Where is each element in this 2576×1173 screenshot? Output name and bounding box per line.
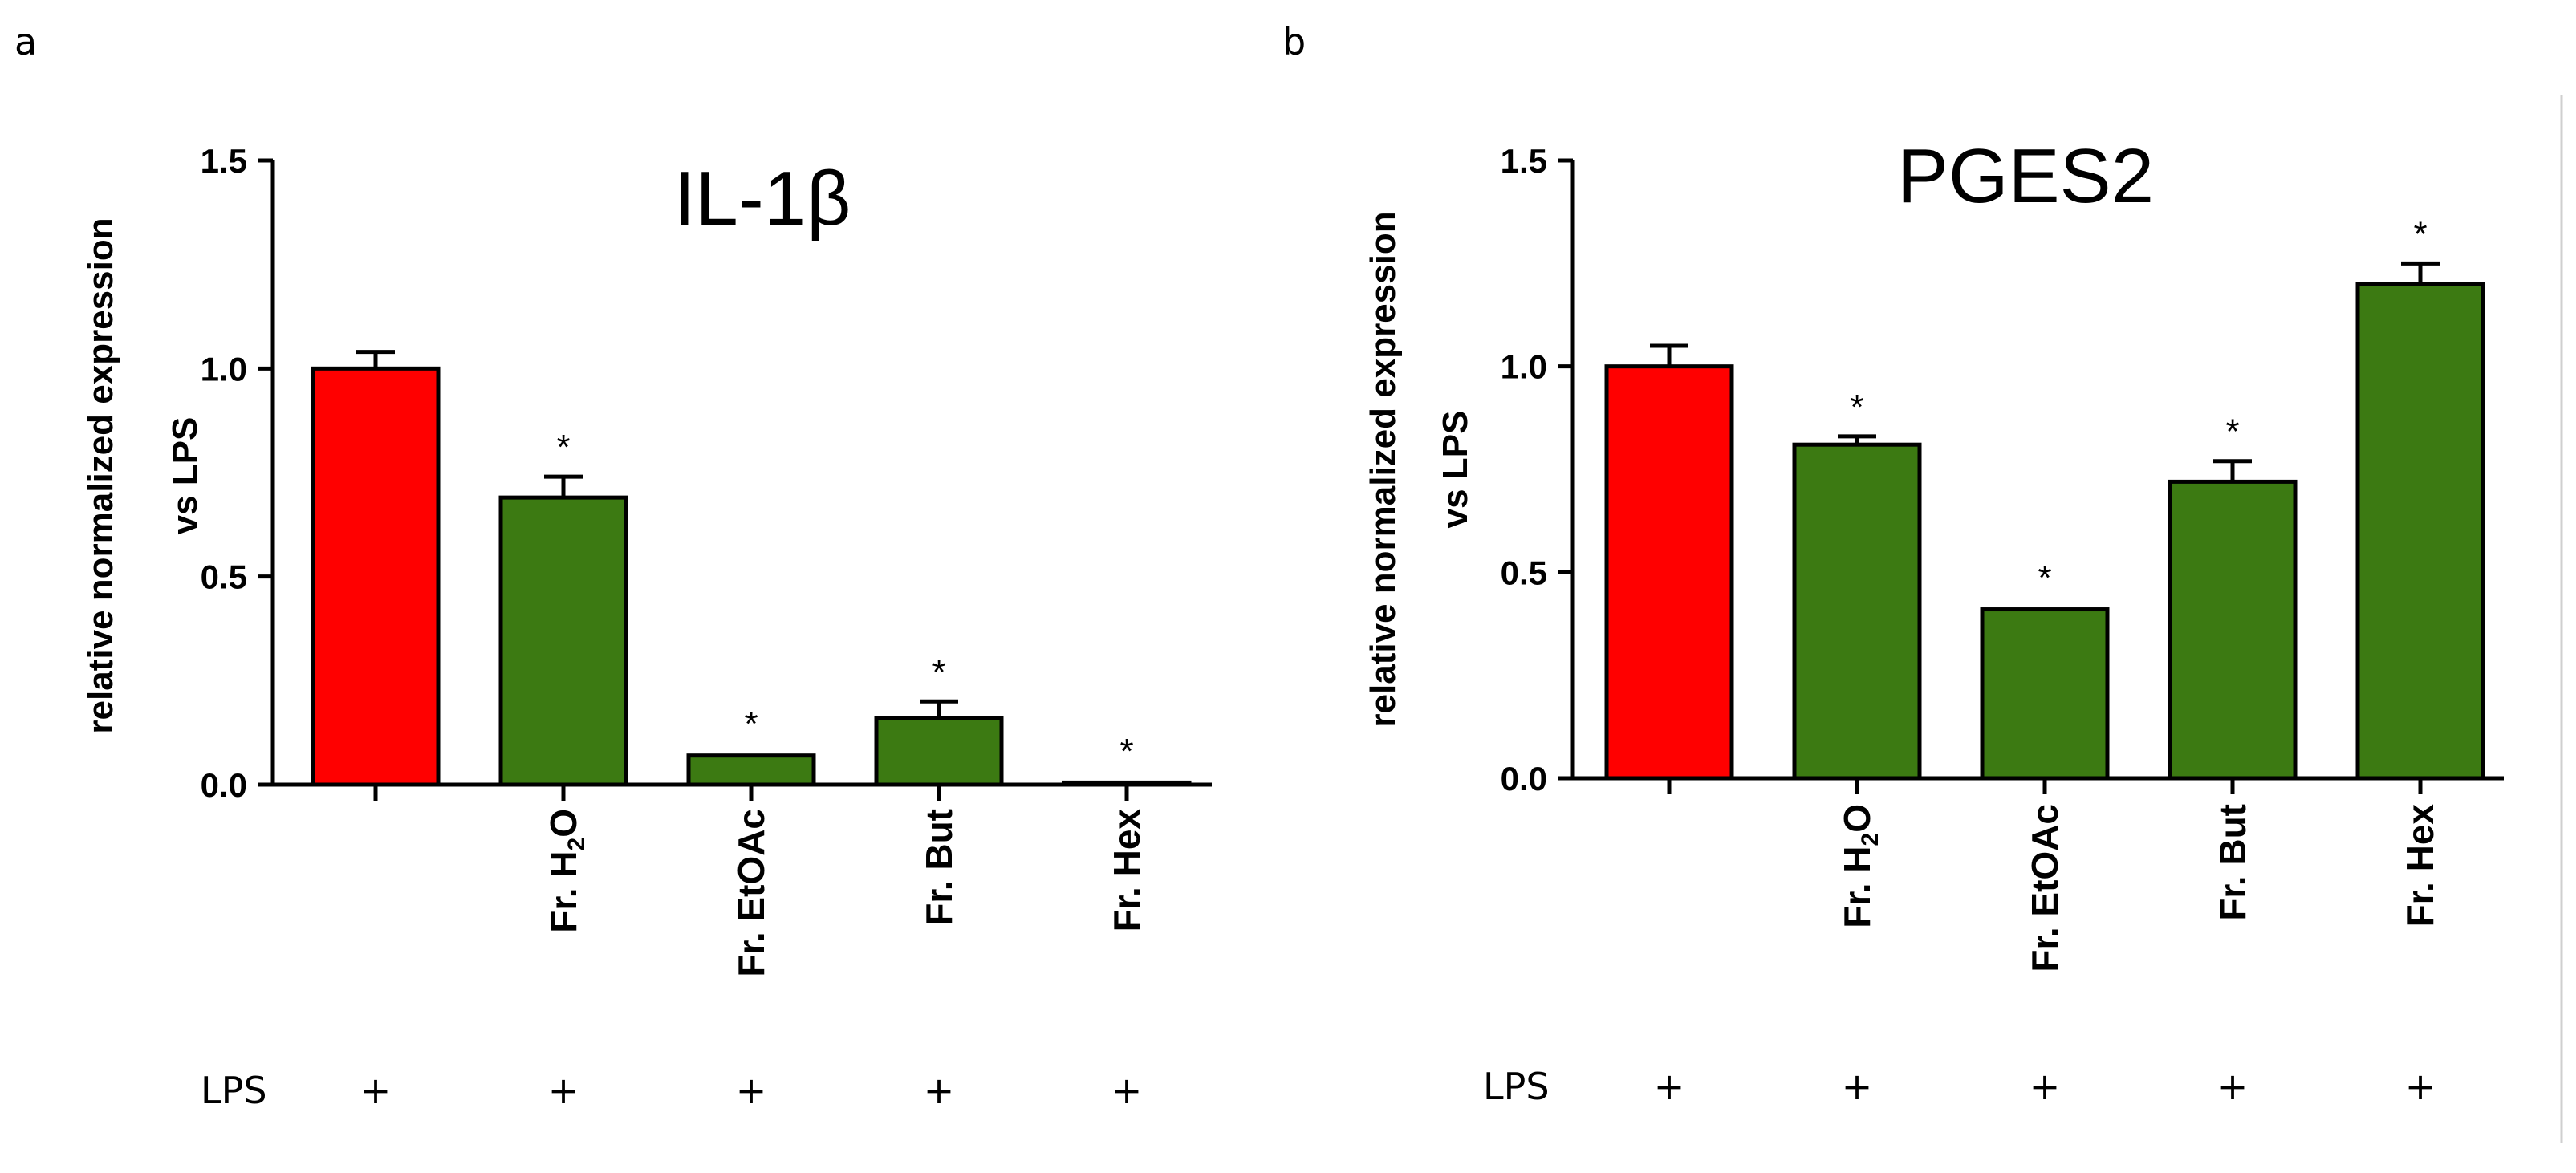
x-category-label: Fr. H2O [1836, 804, 1883, 928]
significance-marker: * [1850, 388, 1863, 427]
lps-plus-sign: + [1842, 1065, 1873, 1108]
bar-il1b-0 [311, 366, 441, 787]
x-category-label: Fr. EtOAc [2024, 804, 2066, 972]
y-axis-label: relative normalized expression [1363, 211, 1403, 727]
chart-title: PGES2 [1897, 133, 2154, 219]
lps-plus-sign: + [924, 1069, 955, 1112]
bar-pges2-0 [1604, 364, 1734, 781]
x-category-label: Fr. But [2212, 804, 2253, 921]
lps-plus-sign: + [1654, 1065, 1685, 1108]
lps-plus-sign: + [2217, 1065, 2249, 1108]
lps-plus-sign: + [360, 1069, 392, 1112]
lps-plus-sign: + [548, 1069, 579, 1112]
y-tick-label: 0.0 [1501, 760, 1547, 798]
y-tick-label: 0.5 [1501, 554, 1547, 591]
lps-plus-sign: + [736, 1069, 767, 1112]
significance-marker: * [744, 704, 758, 744]
x-category-label: Fr. EtOAc [730, 809, 772, 977]
panel-label-a: a [14, 20, 37, 63]
x-category-label: Fr. Hex [2399, 804, 2441, 927]
x-category-label: Fr. But [918, 809, 960, 926]
lps-row-label: LPS [201, 1069, 267, 1112]
chart-il1b: IL-1β relative normalized expression vs LP… [81, 142, 1212, 1112]
y-tick-label: 1.5 [201, 142, 247, 180]
lps-plus-sign: + [2405, 1065, 2436, 1108]
significance-marker: * [556, 428, 570, 467]
y-axis-label: relative normalized expression [81, 217, 120, 733]
lps-plus-sign: + [2030, 1065, 2061, 1108]
chart-title: IL-1β [674, 156, 851, 242]
bar-il1b-3 [874, 716, 1004, 787]
y-tick-label: 1.0 [1501, 348, 1547, 386]
y-axis-label-line2: vs LPS [165, 417, 205, 535]
bar-il1b-1 [498, 495, 628, 787]
chart-pges2: PGES2 relative normalized expression vs LP… [1363, 133, 2504, 1108]
significance-marker: * [2225, 412, 2239, 452]
bar-il1b-2 [686, 753, 816, 787]
bar-pges2-3 [2168, 479, 2298, 781]
y-axis-label-line2: vs LPS [1436, 411, 1475, 529]
panel-label-b: b [1282, 20, 1306, 63]
y-tick-label: 0.0 [201, 766, 247, 804]
y-tick-label: 1.0 [201, 350, 247, 388]
x-category-label: Fr. Hex [1106, 809, 1148, 932]
y-tick-label: 0.5 [201, 558, 247, 596]
x-category-label: Fr. H2O [542, 809, 590, 933]
significance-marker: * [2038, 558, 2051, 598]
significance-marker: * [932, 652, 945, 692]
bar-pges2-4 [2355, 282, 2485, 781]
bar-pges2-1 [1792, 442, 1922, 781]
y-tick-label: 1.5 [1501, 142, 1547, 180]
bar-il1b-4 [1062, 780, 1192, 787]
significance-marker: * [2413, 214, 2427, 254]
significance-marker: * [1119, 732, 1133, 771]
lps-plus-sign: + [1111, 1069, 1143, 1112]
lps-row-label: LPS [1483, 1065, 1550, 1108]
bar-pges2-2 [1980, 607, 2110, 781]
